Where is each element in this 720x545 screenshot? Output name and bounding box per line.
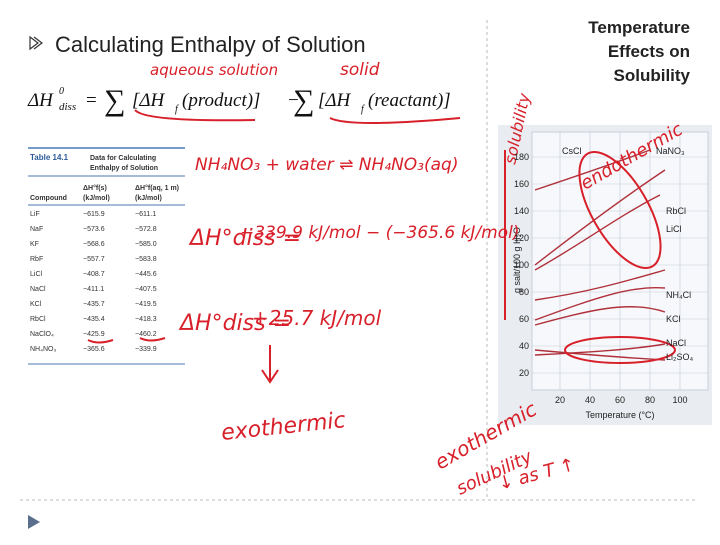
- handwriting: aqueous solution: [150, 61, 278, 79]
- column-header: ΔH°f(aq, 1 m): [135, 184, 179, 192]
- y-tick-label: 60: [519, 314, 529, 324]
- curve-label: NaNO₃: [656, 146, 685, 156]
- grid: [532, 132, 708, 390]
- table-cell: −557.7: [83, 256, 105, 263]
- nav-arrow: [28, 515, 40, 529]
- table-cell: −339.9: [135, 346, 157, 353]
- table-cell: −411.1: [83, 286, 104, 293]
- table-cell: −435.4: [83, 316, 105, 323]
- table-caption: Enthalpy of Solution: [90, 165, 158, 172]
- table-cell: −407.5: [135, 286, 157, 293]
- handwriting: solid: [340, 60, 380, 80]
- table-cell: RbF: [30, 256, 43, 263]
- eq-part: [ΔH: [318, 90, 352, 111]
- section-title: Temperature: [588, 18, 690, 37]
- x-tick-label: 40: [585, 395, 595, 405]
- eq-part: ∑: [104, 84, 125, 117]
- table-cell: KF: [30, 241, 39, 248]
- table-cell: −572.8: [135, 226, 157, 233]
- table-cell: −615.9: [83, 211, 105, 218]
- annotations: aqueous solution solid NH₄NO₃ + water ⇌ …: [87, 60, 687, 500]
- axis-label: g salt/100 g H₂O: [512, 227, 522, 293]
- table-cell: −435.7: [83, 301, 105, 308]
- table-cell: NH₄NO₃: [30, 346, 56, 353]
- handwriting: +25.7 kJ/mol: [252, 306, 382, 330]
- handwriting: ΔH°diss =: [178, 311, 291, 336]
- table-cell: LiF: [30, 211, 40, 218]
- y-tick-label: 160: [514, 179, 529, 189]
- axis-label: Temperature (°C): [585, 410, 654, 420]
- eq-part: ΔH: [27, 90, 54, 111]
- eq-part: f: [175, 104, 179, 115]
- column-header: ΔH°f(s): [83, 184, 107, 192]
- eq-part: ∑: [293, 84, 314, 117]
- handwriting: −339.9 kJ/mol − (−365.6 kJ/mol): [240, 223, 520, 243]
- table-cell: −583.8: [135, 256, 157, 263]
- ink-strokes: [87, 109, 676, 384]
- section-title: Effects on: [608, 42, 690, 61]
- eq-part: −: [288, 90, 299, 111]
- table-cell: NaClO₄: [30, 331, 54, 338]
- eq-part: [ΔH: [132, 90, 166, 111]
- y-tick-label: 140: [514, 206, 529, 216]
- curve-label: NaCl: [666, 338, 686, 348]
- y-tick-label: 120: [514, 233, 529, 243]
- handwriting: ΔH°diss =: [188, 226, 301, 251]
- x-tick-label: 20: [555, 395, 565, 405]
- curve-label: CsCl: [562, 146, 582, 156]
- eq-part: =: [86, 90, 97, 111]
- eq-part: f: [361, 104, 365, 115]
- y-tick-label: 80: [519, 287, 529, 297]
- section-title: Solubility: [614, 66, 691, 85]
- eq-part: diss: [59, 101, 76, 113]
- curves: [534, 149, 666, 361]
- table-cell: −611.1: [135, 211, 156, 218]
- table-cell: −425.9: [83, 331, 105, 338]
- curve-label: RbCl: [666, 206, 686, 216]
- solubility-chart: g salt/100 g H₂O Temperature (°C): [498, 125, 712, 425]
- bullet-icon: [29, 35, 43, 51]
- table-caption: Data for Calculating: [90, 155, 156, 162]
- table-cell: −408.7: [83, 271, 105, 278]
- column-header: (kJ/mol): [83, 195, 110, 202]
- x-tick-label: 80: [645, 395, 655, 405]
- table-cell: NaF: [30, 226, 43, 233]
- table-cell: −573.6: [83, 226, 105, 233]
- table-cell: −445.6: [135, 271, 157, 278]
- column-header: (kJ/mol): [135, 195, 162, 202]
- table-cell: KCl: [30, 301, 42, 308]
- data-table: Table 14.1 Data for Calculating Enthalpy…: [28, 147, 185, 365]
- y-tick-label: 20: [519, 368, 529, 378]
- column-header: Compound: [30, 195, 67, 202]
- curve-label: NH₄Cl: [666, 290, 691, 300]
- x-tick-label: 60: [615, 395, 625, 405]
- eq-part: (product)]: [182, 90, 260, 111]
- table-cell: −418.3: [135, 316, 157, 323]
- y-tick-label: 100: [514, 260, 529, 270]
- table-cell: LiCl: [30, 271, 43, 278]
- table-label: Table 14.1: [30, 153, 69, 162]
- equation: ΔH 0 diss = ∑ [ΔH f (product)] − ∑ [ΔH f…: [27, 84, 451, 117]
- y-tick-label: 40: [519, 341, 529, 351]
- curve-label: LiCl: [666, 224, 682, 234]
- table-cell: −419.5: [135, 301, 157, 308]
- table-cell: −365.6: [83, 346, 105, 353]
- eq-part: (reactant)]: [368, 90, 451, 111]
- table-cell: −460.2: [135, 331, 157, 338]
- slide-title: Calculating Enthalpy of Solution: [55, 32, 366, 57]
- table-cell: RbCl: [30, 316, 46, 323]
- eq-part: 0: [59, 86, 64, 97]
- curve-label: Li₂SO₄: [666, 352, 694, 362]
- y-tick-label: 180: [514, 152, 529, 162]
- table-cell: NaCl: [30, 286, 46, 293]
- x-tick-label: 100: [672, 395, 687, 405]
- handwriting: NH₄NO₃ + water ⇌ NH₄NO₃(aq): [195, 155, 458, 175]
- curve-label: KCl: [666, 314, 681, 324]
- table-cell: −568.6: [83, 241, 105, 248]
- table-cell: −585.0: [135, 241, 157, 248]
